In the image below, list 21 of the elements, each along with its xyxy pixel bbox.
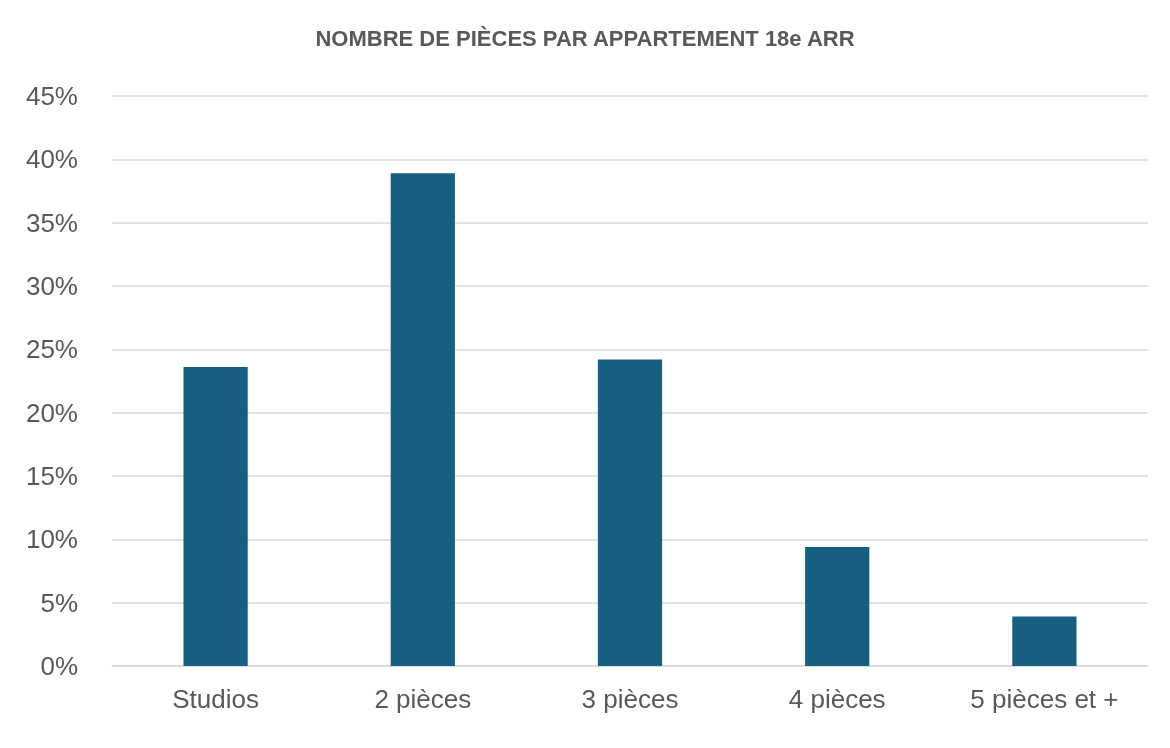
- y-tick-label: 15%: [25, 461, 78, 491]
- x-tick-label: 2 pièces: [374, 684, 472, 714]
- bar: [1012, 616, 1077, 666]
- bar: [183, 367, 248, 666]
- bar: [390, 173, 455, 666]
- y-tick-label: 5%: [40, 587, 78, 618]
- y-tick-label: 25%: [25, 334, 78, 365]
- y-tick-label: 40%: [25, 144, 78, 175]
- y-tick-label: 0%: [40, 651, 78, 681]
- y-tick-label: 45%: [25, 81, 78, 111]
- x-tick-label: 4 pièces: [788, 684, 886, 714]
- chart-title: NOMBRE DE PIÈCES PAR APPARTEMENT 18e ARR: [315, 25, 855, 51]
- bar: [597, 359, 663, 666]
- y-tick-label: 30%: [25, 271, 78, 301]
- y-tick-label: 20%: [25, 397, 78, 428]
- bar: [805, 546, 870, 666]
- y-tick-label: 10%: [25, 524, 78, 555]
- x-tick-label: 5 pièces et +: [970, 684, 1119, 714]
- x-tick-label: Studios: [172, 684, 259, 714]
- y-tick-label: 35%: [25, 207, 78, 238]
- x-tick-label: 3 pièces: [581, 684, 679, 714]
